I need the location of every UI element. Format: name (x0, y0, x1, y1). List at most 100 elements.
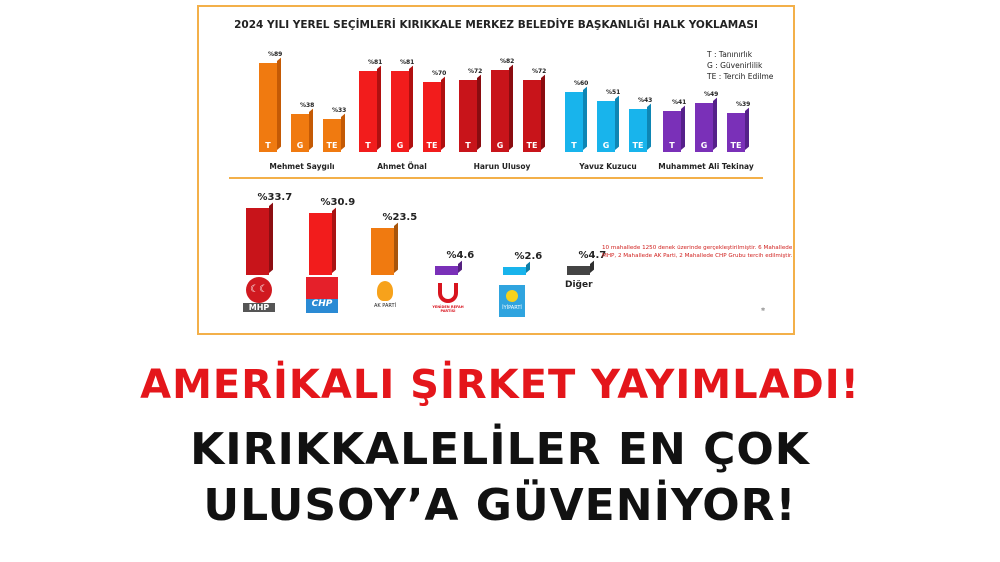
bar-face (695, 103, 713, 152)
candidate-bar: T (459, 74, 481, 152)
data-label: %41 (672, 99, 687, 106)
iyi-logo-text: İYİPARTİ (502, 305, 522, 311)
bar-series-label: TE (730, 141, 742, 150)
data-label: %51 (606, 89, 621, 96)
bar-series-label: G (602, 141, 610, 150)
poll-infographic: 2024 YILI YEREL SEÇİMLERİ KIRIKKALE MERK… (197, 5, 795, 335)
legend-item: TE : Tercih Edilme (707, 72, 774, 81)
bar-face (663, 111, 681, 152)
chp-logo: CHP (306, 277, 338, 315)
data-label: %23.5 (382, 212, 418, 223)
candidate-bar: G (695, 97, 717, 152)
data-label: %60 (574, 80, 589, 87)
candidate-name: Harun Ulusoy (473, 162, 531, 171)
bar-face (567, 265, 590, 275)
bar-series-label: T (465, 141, 471, 150)
chart-title: 2024 YILI YEREL SEÇİMLERİ KIRIKKALE MERK… (234, 19, 758, 31)
party-bar (503, 261, 530, 275)
bar-series-label: TE (526, 141, 538, 150)
bar-side (309, 108, 313, 150)
data-label: %82 (500, 58, 515, 65)
bar-side (441, 76, 445, 150)
data-label: %30.9 (320, 197, 356, 209)
bar-series-label: TE (326, 141, 338, 150)
data-label: %81 (368, 59, 383, 66)
yrp-logo: YENİDEN REFAH PARTİSİ (432, 277, 464, 315)
bar-face (391, 71, 409, 152)
candidate-bar: G (491, 64, 513, 152)
bar-side (583, 86, 587, 150)
candidate-bar: TE (423, 76, 445, 152)
party-bar (567, 260, 594, 275)
akp-logo-text: AK PARTİ (373, 303, 397, 309)
bar-face (523, 80, 541, 152)
candidate-bar: G (391, 65, 413, 152)
headline-line-1: AMERİKALI ŞİRKET YAYIMLADI! (140, 362, 860, 408)
candidate-bar: T (359, 65, 381, 152)
headline-line-2: KIRIKKALELİLER EN ÇOK (190, 424, 810, 475)
bar-face (259, 63, 277, 152)
candidate-bar: TE (323, 113, 345, 152)
candidate-bar: G (597, 95, 619, 152)
data-label: %43 (638, 97, 653, 104)
data-label: %38 (300, 102, 315, 109)
data-label: %49 (704, 91, 719, 98)
data-label: %39 (736, 101, 751, 108)
survey-note: 10 mahallede 1250 denek üzerinde gerçekl… (602, 245, 793, 259)
headline-main: KIRIKKALELİLER EN ÇOK ULUSOY’A GÜVENİYOR… (0, 422, 1000, 534)
data-label: %72 (532, 68, 547, 75)
data-label: %33 (332, 107, 347, 114)
bar-series-label: TE (632, 141, 644, 150)
party-bar (246, 202, 273, 275)
bar-side (526, 261, 530, 273)
bar-face (503, 267, 526, 275)
bar-face (359, 71, 377, 152)
bar-face (309, 213, 332, 275)
divider (229, 177, 763, 179)
bar-series-label: T (265, 141, 271, 150)
candidate-name: Mehmet Saygılı (269, 162, 335, 171)
data-label: %4.6 (446, 249, 475, 261)
yrp-logo-text: YENİDEN REFAH PARTİSİ (432, 305, 464, 313)
data-label: %4.7 (578, 249, 607, 261)
bar-face (323, 119, 341, 152)
party-bar (309, 207, 336, 275)
bar-side (713, 97, 717, 150)
bar-face (597, 101, 615, 152)
bar-side (681, 105, 685, 150)
bar-face (291, 114, 309, 152)
bar-face (435, 265, 458, 275)
bar-side (458, 260, 462, 273)
mhp-logo-text: MHP (243, 303, 275, 312)
other-label: Diğer (565, 280, 593, 290)
akp-logo: AK PARTİ (369, 277, 401, 315)
data-label: %81 (400, 59, 415, 66)
bar-face (246, 207, 269, 275)
bar-side (590, 260, 594, 273)
mhp-logo: ☾☾ MHP (243, 277, 275, 315)
bar-face (727, 113, 745, 152)
bar-side (541, 74, 545, 150)
bar-series-label: TE (426, 141, 438, 150)
candidate-bar: TE (523, 74, 545, 152)
candidate-bar: TE (727, 107, 749, 152)
bar-side (269, 202, 273, 273)
publisher-logo: ✲ (760, 307, 766, 313)
bar-side (615, 95, 619, 150)
bar-side (409, 65, 413, 150)
bar-face (629, 109, 647, 152)
bar-side (332, 207, 336, 273)
headline-line-3: ULUSOY’A GÜVENİYOR! (203, 480, 797, 531)
bar-series-label: G (396, 141, 404, 150)
bar-face (423, 82, 441, 152)
bar-series-label: G (496, 141, 504, 150)
data-label: %72 (468, 68, 483, 75)
data-label: %2.6 (514, 251, 543, 262)
candidate-bar: T (663, 105, 685, 152)
bar-side (394, 222, 398, 273)
legend: T : Tanınırlık G : Güvenirlilik TE : Ter… (707, 49, 773, 82)
data-label: %89 (268, 51, 283, 58)
bar-side (509, 64, 513, 150)
bar-face (371, 228, 394, 275)
bar-series-label: T (571, 141, 577, 150)
